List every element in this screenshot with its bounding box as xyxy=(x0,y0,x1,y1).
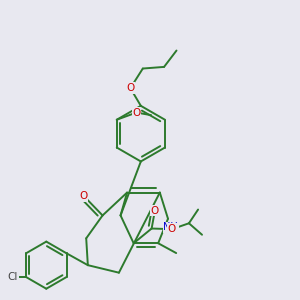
Text: O: O xyxy=(151,206,159,215)
Text: O: O xyxy=(126,83,134,93)
Text: Cl: Cl xyxy=(8,272,18,282)
Text: O: O xyxy=(132,107,140,118)
Text: O: O xyxy=(80,191,88,201)
Text: NH: NH xyxy=(163,222,178,232)
Text: O: O xyxy=(168,224,176,234)
